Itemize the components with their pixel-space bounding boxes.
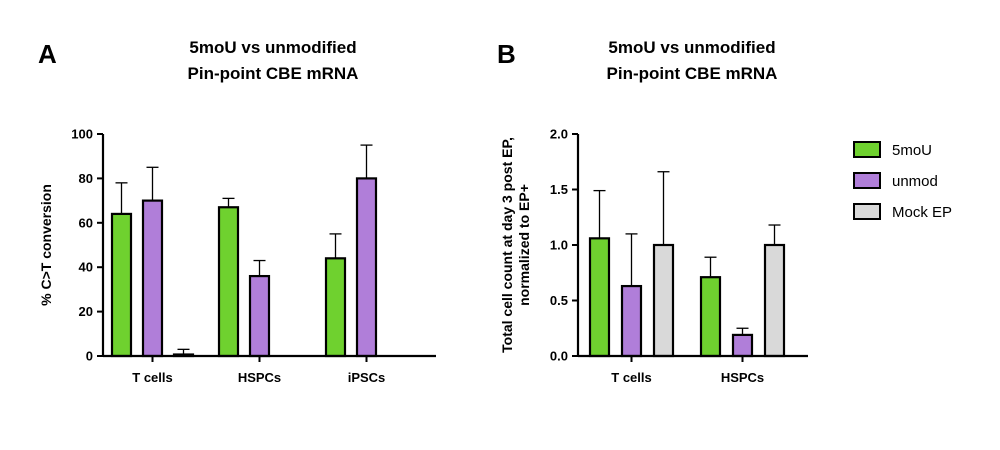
panel-b-y-axis-label-line-2: normalized to EP+ xyxy=(516,184,532,306)
legend: 5moU unmod Mock EP xyxy=(853,141,952,221)
panel-b-bar-5mou-t-cells xyxy=(588,237,611,358)
panel-b-x-tick-label: T cells xyxy=(611,370,651,385)
panel-b-title-line-2: Pin-point CBE mRNA xyxy=(607,64,778,83)
panel-a-letter: A xyxy=(38,39,57,69)
panel-b-axes xyxy=(572,133,808,362)
panel-b-bar-unmod-t-cells xyxy=(620,284,643,358)
panel-b-y-tick-label: 1.0 xyxy=(550,238,568,253)
panel-b-bar-unmod-hspcs xyxy=(731,333,754,358)
panel-a-bar-unmod-ipscs xyxy=(355,177,378,358)
panel-a-title-line-2: Pin-point CBE mRNA xyxy=(188,64,359,83)
panel-a-y-tick-label: 0 xyxy=(86,349,93,364)
panel-b-bar-mock-ep-hspcs xyxy=(763,243,786,358)
panel-b-y-axis-label: Total cell count at day 3 post EP, norma… xyxy=(499,137,532,353)
legend-item-unmod: unmod xyxy=(853,172,938,190)
legend-swatch-mock-ep xyxy=(853,203,881,220)
panel-b-x-tick-label: HSPCs xyxy=(721,370,764,385)
panel-b-bar-5mou-hspcs xyxy=(699,276,722,358)
panel-b: B 5moU vs unmodified Pin-point CBE mRNA … xyxy=(497,38,808,385)
panel-a-y-ticks: 0 20 40 60 80 100 xyxy=(71,127,93,364)
panel-a-bar-5mou-t-cells xyxy=(110,212,133,358)
panel-a-y-tick-label: 100 xyxy=(71,127,93,142)
panel-a-y-tick-label: 40 xyxy=(79,260,93,275)
legend-item-mock-ep: Mock EP xyxy=(853,203,952,221)
panel-b-title-line-1: 5moU vs unmodified xyxy=(608,38,775,57)
panel-a-x-ticks: T cells HSPCs iPSCs xyxy=(132,370,385,385)
panel-b-y-tick-label: 0.0 xyxy=(550,349,568,364)
panel-a-bar-5mou-hspcs xyxy=(217,206,240,358)
panel-a-y-tick-label: 60 xyxy=(79,215,93,230)
legend-label-unmod: unmod xyxy=(892,173,938,190)
panel-b-y-tick-label: 2.0 xyxy=(550,127,568,142)
panel-a-title-line-1: 5moU vs unmodified xyxy=(189,38,356,57)
panel-a-bar-unmod-t-cells xyxy=(141,199,164,358)
panel-b-x-ticks: T cells HSPCs xyxy=(611,370,764,385)
panel-a: A 5moU vs unmodified Pin-point CBE mRNA … xyxy=(38,38,436,385)
panel-b-y-ticks: 0.0 0.5 1.0 1.5 2.0 xyxy=(550,127,568,364)
panel-a-bar-5mou-ipscs xyxy=(324,257,347,358)
panel-a-bars xyxy=(110,144,378,358)
legend-swatch-unmod xyxy=(853,172,881,189)
panel-b-bars xyxy=(588,171,786,358)
panel-b-y-tick-label: 0.5 xyxy=(550,293,568,308)
panel-a-axes xyxy=(97,133,436,362)
panel-b-bar-mock-ep-t-cells xyxy=(652,243,675,358)
legend-item-5mou: 5moU xyxy=(853,141,932,159)
panel-a-bar-unmod-hspcs xyxy=(248,274,271,358)
panel-a-x-tick-label: HSPCs xyxy=(238,370,281,385)
legend-label-mock-ep: Mock EP xyxy=(892,204,952,221)
legend-swatch-5mou xyxy=(853,141,881,158)
panel-a-x-tick-label: T cells xyxy=(132,370,172,385)
panel-a-y-tick-label: 80 xyxy=(79,171,93,186)
panel-a-x-tick-label: iPSCs xyxy=(348,370,386,385)
panel-a-y-tick-label: 20 xyxy=(79,304,93,319)
panel-a-y-axis-label: % C>T conversion xyxy=(38,184,54,306)
panel-b-y-tick-label: 1.5 xyxy=(550,182,568,197)
legend-label-5mou: 5moU xyxy=(892,142,932,159)
panel-b-letter: B xyxy=(497,39,516,69)
panel-b-y-axis-label-line-1: Total cell count at day 3 post EP, xyxy=(499,137,515,353)
